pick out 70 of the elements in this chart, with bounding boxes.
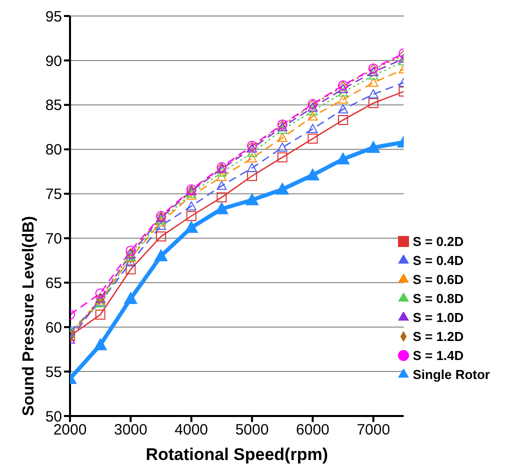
- point: [154, 250, 168, 262]
- point: [368, 98, 378, 108]
- point: [247, 148, 258, 157]
- point: [277, 152, 288, 162]
- point: [368, 78, 378, 87]
- point: [247, 163, 258, 172]
- point: [277, 132, 288, 142]
- point: [338, 87, 348, 97]
- legend-label: S = 1.0D: [412, 310, 464, 325]
- point: [184, 221, 198, 233]
- y-tick-label: 70: [45, 230, 62, 248]
- point: [216, 192, 227, 202]
- point: [338, 115, 348, 125]
- point: [338, 94, 348, 104]
- point: [276, 182, 289, 195]
- x-tick-label: 4000: [174, 422, 208, 439]
- point: [216, 167, 227, 177]
- point: [95, 310, 106, 320]
- y-axis-title: Sound Pressure Level(dB): [20, 216, 38, 416]
- legend-label: S = 1.4D: [412, 348, 464, 363]
- point: [308, 124, 318, 133]
- y-tick-label: 80: [45, 142, 62, 159]
- x-axis-title: Rotational Speed(rpm): [146, 445, 328, 464]
- legend-label: S = 0.4D: [412, 253, 464, 268]
- point: [186, 211, 196, 221]
- point: [368, 89, 378, 98]
- point: [247, 153, 258, 162]
- point: [246, 194, 259, 206]
- x-tick-label: 6000: [296, 422, 330, 439]
- point: [156, 231, 166, 242]
- point: [338, 84, 348, 93]
- point: [186, 190, 196, 200]
- point: [95, 288, 106, 298]
- legend-label: S = 0.6D: [412, 272, 464, 287]
- y-tick-label: 60: [45, 319, 62, 336]
- legend-label: S = 0.8D: [412, 291, 464, 306]
- point: [368, 70, 378, 80]
- y-tick-label: 65: [45, 274, 62, 292]
- point: [124, 292, 138, 304]
- point: [216, 172, 227, 181]
- y-tick-label: 55: [45, 364, 62, 381]
- point: [308, 134, 318, 144]
- point: [277, 124, 288, 134]
- point: [156, 220, 166, 230]
- point: [336, 152, 350, 164]
- point: [216, 180, 227, 190]
- point: [215, 202, 228, 214]
- y-tick-label: 90: [45, 52, 62, 70]
- y-tick-label: 75: [45, 186, 62, 204]
- point: [308, 106, 318, 116]
- legend-label: S = 0.2D: [412, 234, 464, 249]
- point: [277, 142, 288, 152]
- legend-label: Single Rotor: [412, 367, 490, 382]
- point: [94, 338, 107, 350]
- x-tick-label: 5000: [235, 422, 269, 439]
- point: [338, 104, 348, 114]
- point: [306, 168, 320, 180]
- x-tick-label: 7000: [356, 422, 390, 439]
- point: [308, 102, 318, 112]
- point: [126, 264, 136, 274]
- point: [186, 201, 196, 210]
- point: [368, 67, 378, 76]
- y-tick-label: 95: [45, 8, 62, 26]
- y-tick-label: 85: [45, 97, 62, 114]
- legend-label: S = 1.2D: [412, 329, 464, 344]
- point: [366, 141, 380, 153]
- point: [126, 246, 136, 256]
- x-tick-label: 3000: [114, 422, 148, 439]
- point: [126, 257, 136, 266]
- point: [308, 111, 318, 121]
